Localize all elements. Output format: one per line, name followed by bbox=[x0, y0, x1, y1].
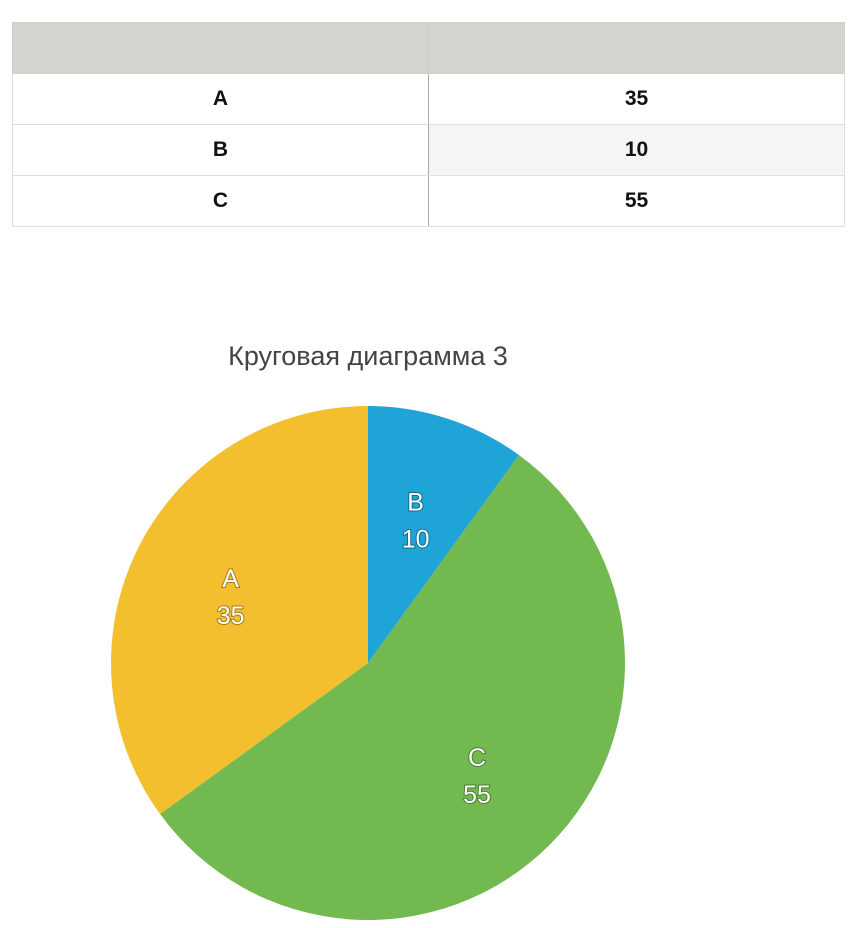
slice-category-label: C bbox=[468, 744, 486, 772]
pie-slice-a[interactable] bbox=[110, 406, 368, 815]
row-label-cell[interactable]: B bbox=[12, 124, 429, 176]
table-row: B 10 bbox=[12, 124, 845, 176]
slice-value-label: 55 bbox=[463, 781, 491, 809]
slice-value-label: 35 bbox=[217, 602, 245, 630]
table-row: A 35 bbox=[12, 73, 845, 125]
slice-category-label: B bbox=[407, 488, 424, 516]
row-value-cell[interactable]: 55 bbox=[428, 175, 845, 227]
row-value-cell[interactable]: 10 bbox=[428, 124, 845, 176]
pie-slice-c[interactable] bbox=[160, 455, 625, 920]
chart-title: Круговая диаграмма 3 bbox=[228, 341, 508, 371]
row-label-cell[interactable]: A bbox=[12, 73, 429, 125]
slice-category-label: A bbox=[222, 565, 239, 593]
table-row: C 55 bbox=[12, 175, 845, 227]
data-table: A 35 B 10 C 55 bbox=[12, 22, 845, 227]
row-label-cell[interactable]: C bbox=[12, 175, 429, 227]
table-header-cell bbox=[12, 22, 429, 74]
pie-slice-b[interactable] bbox=[368, 406, 520, 663]
slice-value-label: 10 bbox=[402, 525, 430, 553]
